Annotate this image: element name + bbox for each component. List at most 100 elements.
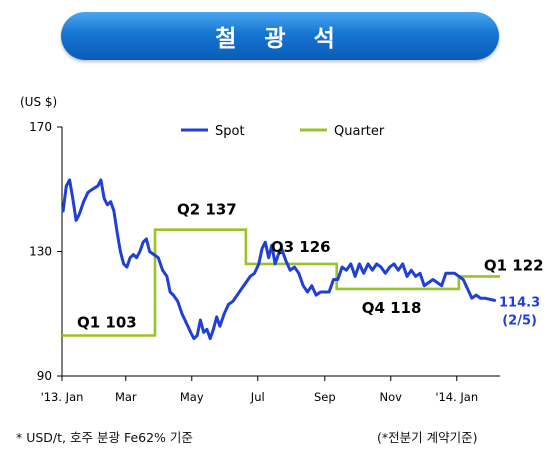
spot-point [274, 263, 276, 265]
spot-point [103, 197, 105, 200]
spot-point [345, 269, 348, 271]
quarter-label: Q2 137 [177, 201, 237, 219]
spot-point [223, 313, 225, 315]
spot-point [110, 201, 112, 203]
quarter-series-line [62, 228, 500, 337]
spot-point [384, 272, 386, 274]
spot-point [354, 275, 356, 277]
x-tick-label: Jul [250, 390, 265, 404]
legend-label-spot: Spot [215, 124, 245, 139]
spot-point [371, 269, 373, 271]
spot-point [341, 266, 343, 268]
spot-point [471, 297, 473, 299]
x-tick-label: May [180, 390, 204, 404]
spot-point [285, 260, 287, 262]
spot-point [219, 325, 221, 327]
spot-point [212, 328, 215, 330]
spot-point [271, 244, 273, 246]
spot-point [72, 197, 74, 200]
spot-point [169, 291, 171, 293]
y-unit-label: (US $) [20, 95, 57, 109]
spot-point [402, 263, 404, 265]
spot-point [315, 294, 317, 296]
spot-point [253, 272, 256, 274]
spot-point [75, 219, 77, 221]
spot-point [119, 250, 121, 253]
spot-point [449, 272, 451, 274]
spot-point [367, 263, 369, 265]
spot-point [441, 285, 443, 287]
spot-point [475, 294, 477, 296]
title-banner: 철 광 석 [61, 12, 499, 60]
spot-point [123, 263, 125, 265]
spot-point [415, 275, 417, 277]
spot-point [62, 210, 64, 212]
spot-point [397, 269, 399, 271]
spot-point [185, 322, 187, 324]
spot-point [129, 257, 131, 259]
spot-point [177, 300, 179, 302]
spot-point [493, 299, 496, 301]
spot-point [142, 241, 144, 243]
spot-point [166, 275, 168, 277]
spot-point [199, 319, 202, 321]
spot-point [280, 247, 283, 249]
spot-point [267, 257, 270, 259]
spot-point [68, 179, 71, 181]
spot-point [196, 334, 198, 337]
footnote: * USD/t, 호주 분광 Fe62% 기준 [16, 430, 193, 445]
spot-point [337, 278, 339, 281]
spot-point [428, 282, 430, 284]
spot-point [319, 291, 322, 293]
spot-point [126, 266, 128, 268]
spot-point [240, 288, 243, 290]
spot-point [306, 291, 309, 293]
spot-point [216, 316, 218, 318]
spot-point [332, 278, 335, 281]
spot-point [289, 269, 291, 271]
spot-point [328, 291, 330, 293]
spot-point [479, 297, 482, 299]
spot-point [410, 269, 412, 271]
spot-point [113, 210, 115, 212]
spot-point [100, 179, 102, 181]
spot-point [106, 204, 109, 206]
spot-point [190, 331, 192, 334]
spot-point [97, 185, 99, 187]
spot-point [161, 269, 164, 271]
spot-point [91, 188, 93, 190]
spot-point [277, 254, 279, 256]
spot-point [298, 272, 300, 274]
y-tick-label: 170 [29, 120, 52, 134]
spot-end-annotation: (2/5) [502, 313, 537, 328]
spot-point [139, 250, 141, 253]
spot-point [78, 213, 80, 215]
spot-point [132, 254, 134, 256]
spot-point [293, 266, 296, 268]
quarter-label: Q1 122 [484, 256, 544, 274]
page-title: 철 광 석 [215, 26, 345, 52]
spot-point [157, 257, 159, 259]
spot-point [172, 294, 174, 296]
legend-label-quarter: Quarter [334, 124, 385, 139]
x-tick-label: Mar [115, 390, 137, 404]
spot-point [245, 282, 247, 284]
spot-point [453, 272, 456, 274]
footnote-right: (*전분기 계약기준) [377, 430, 478, 445]
spot-point [209, 338, 211, 340]
spot-point [423, 285, 425, 287]
spot-point [350, 263, 352, 265]
spot-point [249, 275, 251, 277]
spot-point [261, 247, 263, 249]
spot-point [445, 272, 447, 274]
spot-point [83, 201, 85, 203]
spot-point [389, 266, 391, 268]
x-tick-label: '13. Jan [41, 390, 84, 404]
spot-point [432, 278, 434, 281]
spot-point [87, 191, 89, 193]
spot-point [358, 263, 361, 265]
spot-point [311, 285, 313, 287]
y-tick-label: 130 [29, 245, 52, 259]
quarter-label: Q3 126 [271, 238, 331, 256]
